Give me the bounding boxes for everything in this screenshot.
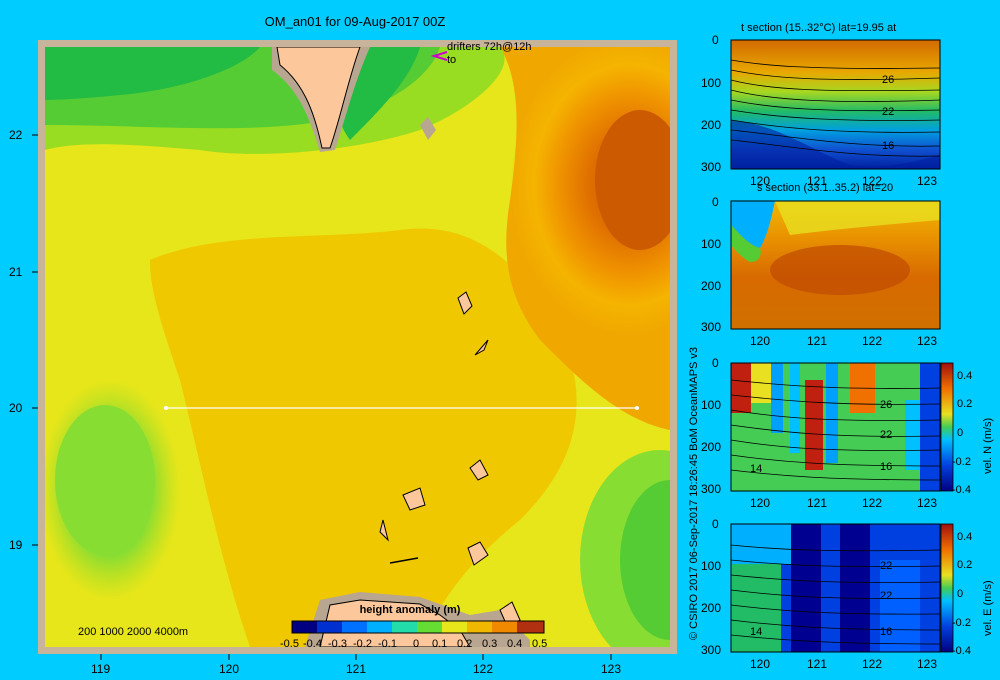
lat-tick-label: 19 <box>9 538 23 552</box>
x-tick-label: 120 <box>750 174 771 188</box>
contour-label: 16 <box>880 626 893 638</box>
lat-tick-label: 20 <box>9 401 23 415</box>
x-tick-label: 121 <box>807 657 828 671</box>
x-tick-label: 120 <box>750 657 771 671</box>
colorbar-tick: 0.1 <box>432 638 448 650</box>
y-tick-label: 200 <box>701 601 722 615</box>
colorbar-tick: -0.5 <box>280 638 299 650</box>
y-tick-label: 0 <box>712 195 719 209</box>
contour-label: 14 <box>750 463 763 475</box>
x-tick-label: 122 <box>862 334 883 348</box>
y-tick-label: 300 <box>701 160 722 174</box>
contour-label: 16 <box>880 461 893 473</box>
colorbar-tick: -0.2 <box>952 617 971 629</box>
vel-n-section-panel <box>730 362 954 492</box>
contour-label: 22 <box>880 560 893 572</box>
y-tick-label: 300 <box>701 643 722 657</box>
vel-e-section-panel <box>730 523 954 653</box>
x-tick-label: 123 <box>917 496 938 510</box>
colorbar-tick: -0.3 <box>328 638 347 650</box>
height-anomaly-field <box>45 47 670 647</box>
y-tick-label: 200 <box>701 118 722 132</box>
x-tick-label: 120 <box>750 334 771 348</box>
y-tick-label: 100 <box>701 559 722 573</box>
colorbar-title: height anomaly (m) <box>359 604 461 616</box>
x-tick-label: 121 <box>807 174 828 188</box>
colorbar-tick: 0.4 <box>957 531 973 543</box>
y-tick-label: 200 <box>701 279 722 293</box>
t-section-panel <box>730 39 941 180</box>
s-section-title: s section (33.1..35.2) lat=20 <box>757 182 894 194</box>
colorbar-tick: -0.2 <box>353 638 372 650</box>
y-tick-label: 100 <box>701 398 722 412</box>
colorbar-tick: 0.3 <box>482 638 498 650</box>
map-title: OM_an01 for 09-Aug-2017 00Z <box>264 14 446 29</box>
colorbar-tick: -0.1 <box>378 638 397 650</box>
vel-n-colorbar-label: vel. N (m/s) <box>982 417 994 474</box>
contour-label: 22 <box>880 590 893 602</box>
lon-tick-label: 119 <box>91 662 111 676</box>
contour-label: 22 <box>880 429 893 441</box>
lon-tick-label: 122 <box>473 662 494 676</box>
contour-label: 26 <box>880 399 893 411</box>
x-tick-label: 122 <box>862 657 883 671</box>
depth-legend: 200 1000 2000 4000m <box>78 626 189 638</box>
s-section-panel <box>730 200 941 330</box>
vel-e-colorbar-label: vel. E (m/s) <box>982 580 994 636</box>
lon-tick-label: 123 <box>601 662 622 676</box>
colorbar-tick: 0.4 <box>507 638 523 650</box>
y-tick-label: 100 <box>701 237 722 251</box>
y-tick-label: 300 <box>701 482 722 496</box>
x-tick-label: 123 <box>917 334 938 348</box>
x-tick-label: 122 <box>862 496 883 510</box>
y-tick-label: 0 <box>712 356 719 370</box>
colorbar-tick: -0.2 <box>952 456 971 468</box>
lat-tick-label: 22 <box>9 128 23 142</box>
x-tick-label: 121 <box>807 496 828 510</box>
colorbar-tick: 0.2 <box>957 398 973 410</box>
height-colorbar <box>291 620 545 634</box>
contour-label: 14 <box>750 626 763 638</box>
y-tick-label: 0 <box>712 33 719 47</box>
colorbar-tick: 0.2 <box>457 638 473 650</box>
contour-label: 22 <box>882 106 895 118</box>
y-tick-label: 200 <box>701 440 722 454</box>
colorbar-tick: 0.2 <box>957 559 973 571</box>
colorbar-tick: -0.4 <box>303 638 322 650</box>
lat-tick-label: 21 <box>9 265 23 279</box>
colorbar-tick: 0 <box>413 638 420 650</box>
x-tick-label: 123 <box>917 174 938 188</box>
drifters-label: drifters 72h@12h <box>447 41 532 53</box>
contour-label: 26 <box>882 74 895 86</box>
drifters-to-label: to <box>447 54 457 66</box>
colorbar-tick: 0 <box>957 427 964 439</box>
colorbar-tick: 0.5 <box>532 638 548 650</box>
y-tick-label: 100 <box>701 76 722 90</box>
colorbar-tick: 0.4 <box>957 370 973 382</box>
contour-label: 16 <box>882 140 895 152</box>
y-tick-label: 0 <box>712 517 719 531</box>
x-tick-label: 121 <box>807 334 828 348</box>
x-tick-label: 123 <box>917 657 938 671</box>
x-tick-label: 122 <box>862 174 883 188</box>
lon-tick-label: 120 <box>219 662 240 676</box>
y-tick-label: 300 <box>701 320 722 334</box>
drifter-marker <box>430 51 448 61</box>
t-section-title: t section (15..32°C) lat=19.95 at <box>741 22 897 34</box>
colorbar-tick: 0 <box>957 588 964 600</box>
lon-tick-label: 121 <box>346 662 367 676</box>
colorbar-tick: -0.4 <box>952 484 971 496</box>
colorbar-tick: -0.4 <box>952 645 971 657</box>
x-tick-label: 120 <box>750 496 771 510</box>
